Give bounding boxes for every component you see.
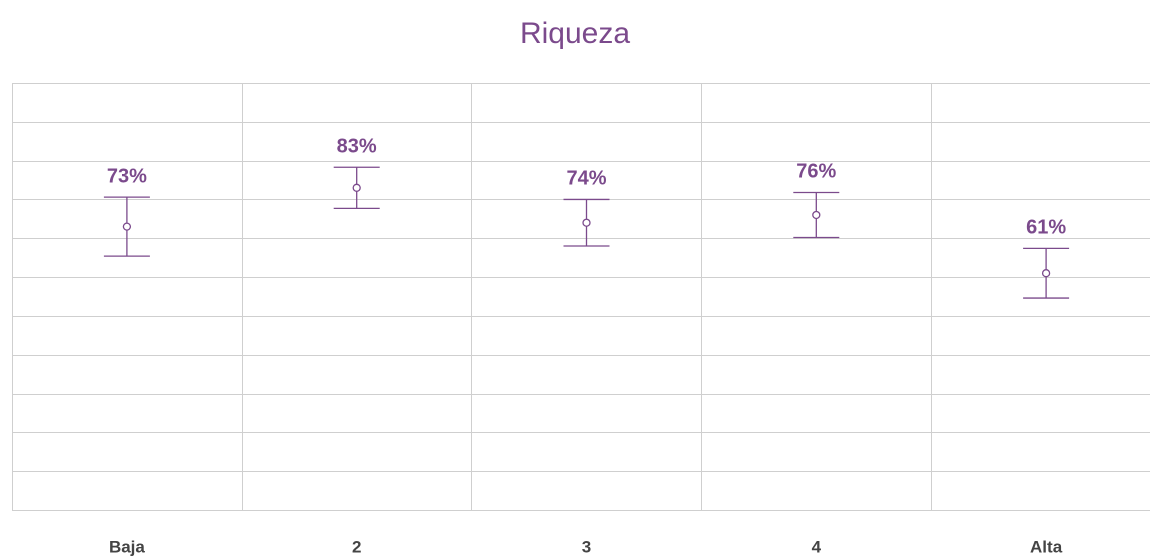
x-tick-label: Baja xyxy=(109,537,145,556)
x-tick-label: Alta xyxy=(1030,537,1063,556)
x-tick-label: 3 xyxy=(582,537,591,556)
value-label: 73% xyxy=(107,165,147,187)
value-label: 76% xyxy=(796,161,836,183)
point xyxy=(582,218,591,227)
value-label: 74% xyxy=(566,168,606,190)
value-label: 61% xyxy=(1026,217,1066,239)
point xyxy=(812,210,821,220)
x-tick-label: 4 xyxy=(812,537,822,556)
category-separators xyxy=(12,83,932,510)
chart-title: Riqueza xyxy=(520,17,630,50)
point xyxy=(122,222,132,231)
x-tick-label: 2 xyxy=(352,537,361,556)
point xyxy=(352,183,361,192)
value-label: 83% xyxy=(337,136,377,158)
point xyxy=(1041,269,1051,278)
